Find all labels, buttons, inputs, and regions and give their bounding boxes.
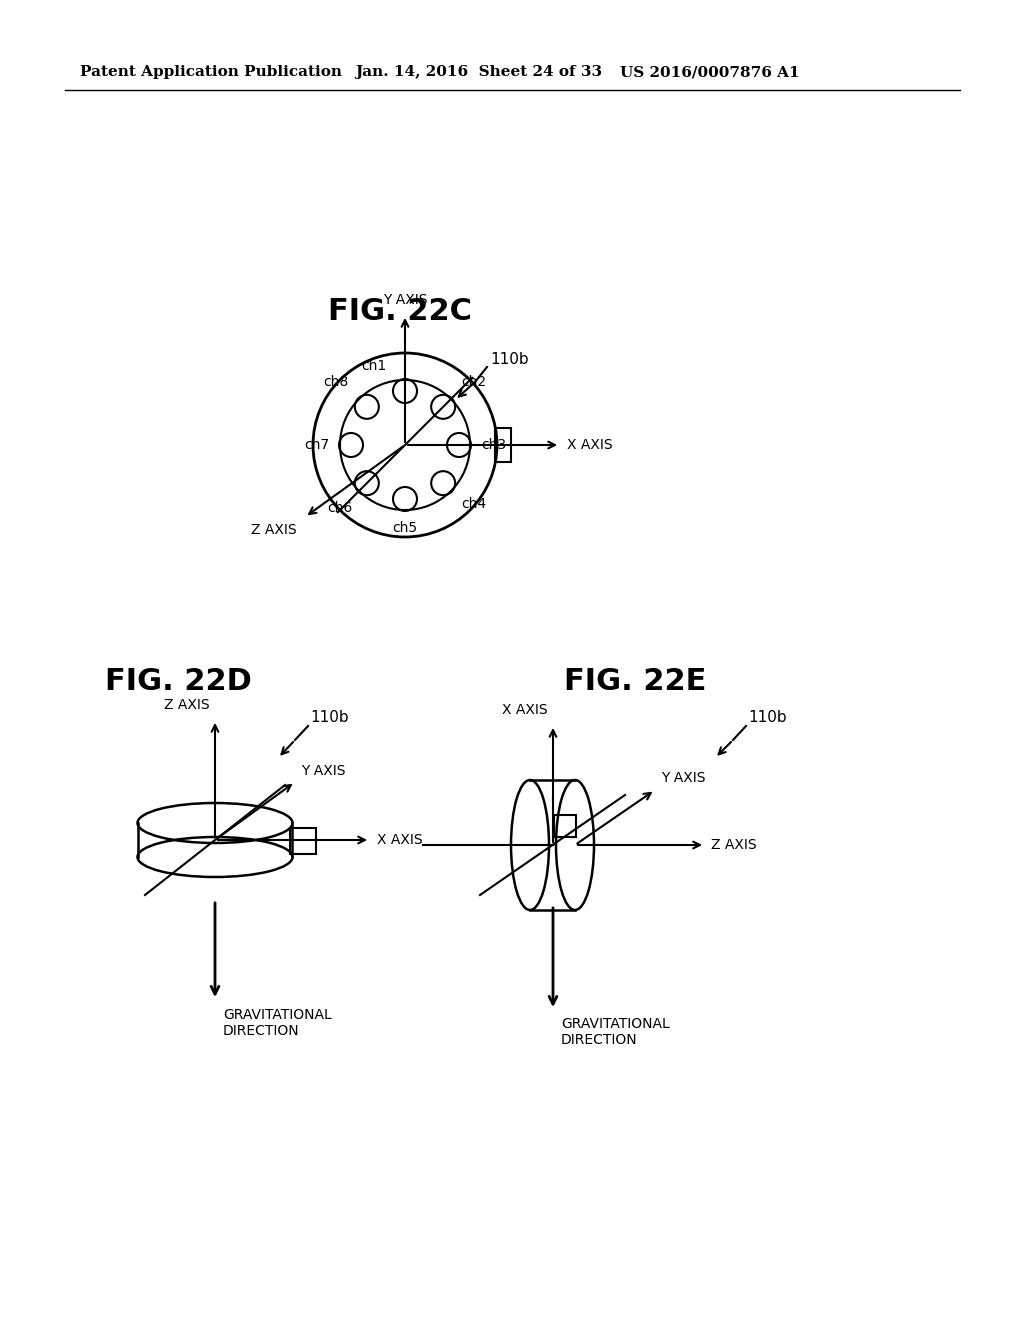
Text: GRAVITATIONAL
DIRECTION: GRAVITATIONAL DIRECTION xyxy=(223,1008,332,1039)
Text: Y AXIS: Y AXIS xyxy=(383,293,427,308)
Text: GRAVITATIONAL
DIRECTION: GRAVITATIONAL DIRECTION xyxy=(561,1016,670,1047)
Text: X AXIS: X AXIS xyxy=(377,833,423,847)
Text: ch1: ch1 xyxy=(361,359,387,374)
Bar xyxy=(554,814,575,837)
Text: X AXIS: X AXIS xyxy=(567,438,612,451)
Text: Z AXIS: Z AXIS xyxy=(711,838,757,851)
Text: ch2: ch2 xyxy=(461,375,486,389)
Text: FIG. 22E: FIG. 22E xyxy=(564,668,707,697)
Bar xyxy=(495,428,511,462)
Text: ch5: ch5 xyxy=(392,521,418,535)
Text: US 2016/0007876 A1: US 2016/0007876 A1 xyxy=(620,65,800,79)
Text: Y AXIS: Y AXIS xyxy=(662,771,706,785)
Text: X AXIS: X AXIS xyxy=(503,704,548,717)
Text: Z AXIS: Z AXIS xyxy=(165,698,210,711)
Text: Jan. 14, 2016  Sheet 24 of 33: Jan. 14, 2016 Sheet 24 of 33 xyxy=(355,65,602,79)
Text: FIG. 22D: FIG. 22D xyxy=(104,668,252,697)
Text: 110b: 110b xyxy=(490,352,528,367)
Text: ch6: ch6 xyxy=(328,502,353,515)
Text: ch3: ch3 xyxy=(481,438,506,451)
Text: 110b: 110b xyxy=(748,710,786,726)
Text: ch4: ch4 xyxy=(461,498,486,511)
Bar xyxy=(290,828,316,854)
Text: ch8: ch8 xyxy=(324,375,349,389)
Text: Patent Application Publication: Patent Application Publication xyxy=(80,65,342,79)
Text: FIG. 22C: FIG. 22C xyxy=(328,297,472,326)
Text: Z AXIS: Z AXIS xyxy=(251,523,297,537)
Text: Y AXIS: Y AXIS xyxy=(301,764,345,777)
Text: 110b: 110b xyxy=(310,710,348,726)
Text: ch7: ch7 xyxy=(304,438,329,451)
